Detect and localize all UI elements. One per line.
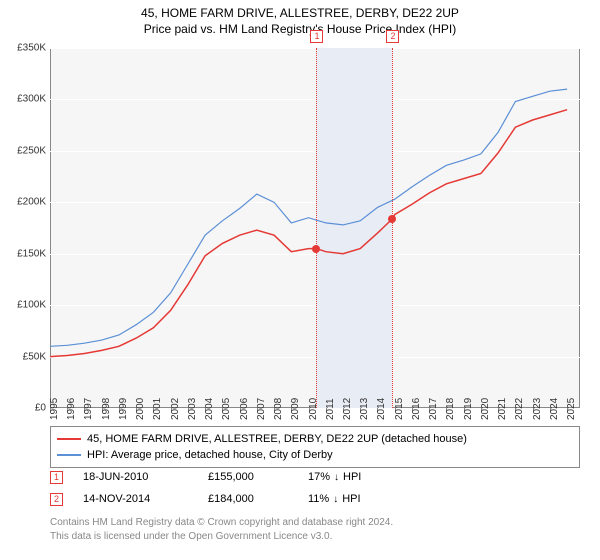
x-axis-label: 2025 — [566, 398, 577, 420]
x-axis-label: 2023 — [532, 398, 543, 420]
legend-box: 45, HOME FARM DRIVE, ALLESTREE, DERBY, D… — [50, 426, 580, 468]
legend-label: 45, HOME FARM DRIVE, ALLESTREE, DERBY, D… — [87, 433, 467, 445]
event-date: 18-JUN-2010 — [83, 471, 208, 483]
event-delta: 11% ↓ HPI — [308, 493, 418, 505]
x-axis-label: 2010 — [308, 398, 319, 420]
event-marker-icon: 2 — [50, 493, 63, 506]
marker-label-icon: 2 — [386, 30, 399, 43]
marker-dot-icon — [388, 215, 396, 223]
x-axis-label: 2020 — [480, 398, 491, 420]
x-axis-label: 2015 — [394, 398, 405, 420]
x-axis-label: 2003 — [187, 398, 198, 420]
footer-line1: Contains HM Land Registry data © Crown c… — [50, 516, 580, 530]
series-property — [50, 110, 567, 357]
x-axis-label: 2022 — [514, 398, 525, 420]
x-axis-label: 1997 — [83, 398, 94, 420]
y-axis-label: £50K — [23, 351, 46, 362]
y-axis-label: £0 — [35, 403, 46, 414]
event-price: £184,000 — [208, 493, 308, 505]
x-axis-label: 2008 — [273, 398, 284, 420]
events-table: 1 18-JUN-2010 £155,000 17% ↓ HPI 2 14-NO… — [50, 466, 580, 510]
x-axis-label: 2017 — [428, 398, 439, 420]
x-axis-label: 2018 — [445, 398, 456, 420]
x-axis-label: 2007 — [256, 398, 267, 420]
marker-dot-icon — [312, 245, 320, 253]
x-axis-label: 2024 — [549, 398, 560, 420]
x-axis-label: 1998 — [101, 398, 112, 420]
x-axis-label: 2005 — [221, 398, 232, 420]
y-axis-label: £300K — [17, 94, 46, 105]
marker-label-icon: 1 — [310, 30, 323, 43]
page-subtitle: Price paid vs. HM Land Registry's House … — [0, 22, 600, 36]
event-date: 14-NOV-2014 — [83, 493, 208, 505]
x-axis-label: 2016 — [411, 398, 422, 420]
x-axis-label: 2000 — [135, 398, 146, 420]
footer-line2: This data is licensed under the Open Gov… — [50, 530, 580, 544]
y-axis-label: £150K — [17, 248, 46, 259]
footer-attribution: Contains HM Land Registry data © Crown c… — [50, 516, 580, 543]
x-axis-label: 2019 — [463, 398, 474, 420]
x-axis-label: 1995 — [49, 398, 60, 420]
y-axis-label: £250K — [17, 145, 46, 156]
legend-item-hpi: HPI: Average price, detached house, City… — [57, 447, 573, 463]
event-row-1: 1 18-JUN-2010 £155,000 17% ↓ HPI — [50, 466, 580, 488]
x-axis-label: 2021 — [497, 398, 508, 420]
x-axis-label: 2009 — [290, 398, 301, 420]
legend-swatch-icon — [57, 438, 81, 440]
x-axis-label: 2006 — [239, 398, 250, 420]
price-chart: 12 £0£50K£100K£150K£200K£250K£300K£350K … — [50, 48, 580, 408]
event-marker-icon: 1 — [50, 471, 63, 484]
y-axis-label: £350K — [17, 43, 46, 54]
y-axis-label: £200K — [17, 197, 46, 208]
x-axis-label: 1999 — [118, 398, 129, 420]
x-axis-label: 2013 — [359, 398, 370, 420]
event-row-2: 2 14-NOV-2014 £184,000 11% ↓ HPI — [50, 488, 580, 510]
legend-label: HPI: Average price, detached house, City… — [87, 449, 333, 461]
x-axis-label: 2001 — [152, 398, 163, 420]
legend-item-property: 45, HOME FARM DRIVE, ALLESTREE, DERBY, D… — [57, 431, 573, 447]
page-title: 45, HOME FARM DRIVE, ALLESTREE, DERBY, D… — [0, 6, 600, 20]
arrow-down-icon: ↓ — [333, 494, 338, 505]
x-axis-label: 2012 — [342, 398, 353, 420]
arrow-down-icon: ↓ — [334, 472, 339, 483]
x-axis-label: 2014 — [376, 398, 387, 420]
marker-vline — [392, 48, 393, 408]
event-price: £155,000 — [208, 471, 308, 483]
y-axis-label: £100K — [17, 300, 46, 311]
marker-vline — [316, 48, 317, 408]
chart-lines — [50, 48, 580, 408]
event-delta: 17% ↓ HPI — [308, 471, 418, 483]
x-axis-label: 2011 — [325, 398, 336, 420]
legend-swatch-icon — [57, 454, 81, 456]
x-axis-label: 2004 — [204, 398, 215, 420]
x-axis-label: 1996 — [66, 398, 77, 420]
series-hpi — [50, 89, 567, 346]
x-axis-label: 2002 — [170, 398, 181, 420]
